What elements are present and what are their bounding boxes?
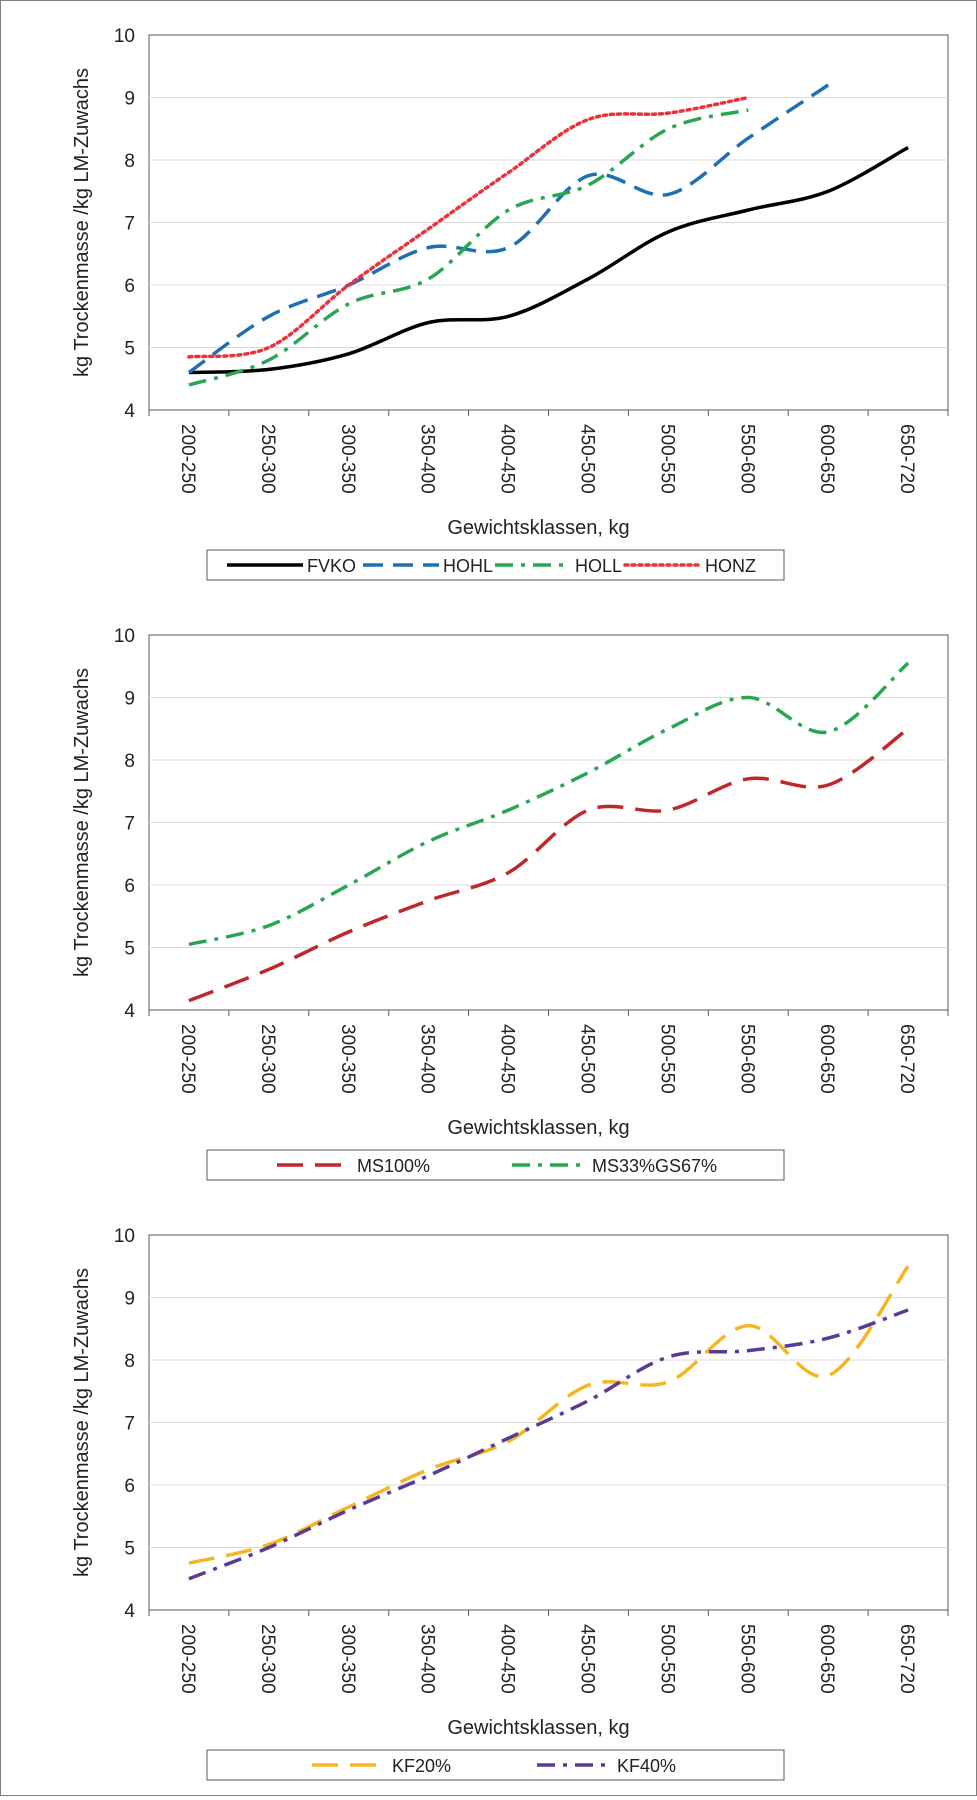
legend: MS100% MS33%GS67% bbox=[206, 1149, 785, 1181]
y-tick-label: 10 bbox=[114, 26, 135, 47]
legend-label: KF20% bbox=[392, 1756, 451, 1776]
y-tick-label: 6 bbox=[124, 1476, 135, 1497]
y-tick-label: 9 bbox=[124, 1289, 135, 1310]
x-tick-label: 550-600 bbox=[736, 1024, 757, 1094]
x-axis-title: Gewichtsklassen, kg bbox=[447, 517, 629, 539]
x-tick-label: 400-450 bbox=[497, 1024, 518, 1094]
series-line-honz bbox=[187, 95, 751, 359]
series-line-kf20- bbox=[188, 1265, 910, 1565]
x-tick-label: 400-450 bbox=[497, 424, 518, 494]
x-tick-label: 300-350 bbox=[337, 1024, 358, 1094]
x-tick-label: 350-400 bbox=[417, 424, 438, 494]
y-tick-label: 5 bbox=[124, 339, 135, 360]
x-axis-title: Gewichtsklassen, kg bbox=[447, 1117, 629, 1139]
series-line-hohl bbox=[187, 83, 830, 374]
x-tick-label: 350-400 bbox=[417, 1624, 438, 1694]
legend-label: MS100% bbox=[357, 1156, 430, 1176]
y-tick-label: 6 bbox=[124, 276, 135, 297]
chart-1: 4 5 6 7 8 9 10 200-250 250-300 300-350 350-400 400-… bbox=[71, 26, 949, 581]
legend-label: MS33%GS67% bbox=[592, 1156, 717, 1176]
x-tick-label: 500-550 bbox=[656, 1024, 677, 1094]
chart-2: 4 5 6 7 8 9 10 200-250 250-300 300-350 350-400 400-… bbox=[71, 626, 949, 1181]
x-tick-label: 450-500 bbox=[576, 424, 597, 494]
x-tick-label: 550-600 bbox=[736, 1624, 757, 1694]
y-tick-label: 10 bbox=[114, 1226, 135, 1247]
y-tick-label: 8 bbox=[124, 151, 135, 172]
y-tick-label: 7 bbox=[124, 1414, 135, 1435]
y-tick-label: 7 bbox=[124, 214, 135, 235]
legend: FVKO HOHL HOLL HONZ bbox=[206, 549, 785, 581]
x-tick-label: 500-550 bbox=[656, 1624, 677, 1694]
y-tick-label: 6 bbox=[124, 876, 135, 897]
y-tick-label: 7 bbox=[124, 814, 135, 835]
series-line-kf40- bbox=[188, 1308, 909, 1581]
legend-label: FVKO bbox=[307, 556, 356, 576]
x-tick-label: 200-250 bbox=[177, 1024, 198, 1094]
x-axis-title: Gewichtsklassen, kg bbox=[447, 1717, 629, 1739]
x-tick-label: 300-350 bbox=[337, 1624, 358, 1694]
x-tick-label: 600-650 bbox=[816, 1624, 837, 1694]
legend: KF20% KF40% bbox=[206, 1749, 785, 1781]
x-tick-label: 650-720 bbox=[896, 1624, 917, 1694]
x-tick-label: 400-450 bbox=[497, 1624, 518, 1694]
x-tick-label: 250-300 bbox=[257, 1024, 278, 1094]
y-tick-label: 4 bbox=[124, 401, 135, 422]
y-axis-title: kg Trockenmasse /kg LM-Zuwachs bbox=[71, 1268, 93, 1577]
x-tick-label: 350-400 bbox=[417, 1024, 438, 1094]
x-tick-label: 650-720 bbox=[896, 424, 917, 494]
y-tick-label: 4 bbox=[124, 1001, 135, 1022]
x-tick-label: 600-650 bbox=[816, 1024, 837, 1094]
y-tick-label: 8 bbox=[124, 751, 135, 772]
y-tick-label: 8 bbox=[124, 1351, 135, 1372]
y-axis-title: kg Trockenmasse /kg LM-Zuwachs bbox=[71, 68, 93, 377]
x-tick-label: 250-300 bbox=[257, 1624, 278, 1694]
x-tick-label: 300-350 bbox=[337, 424, 358, 494]
x-tick-label: 450-500 bbox=[576, 1024, 597, 1094]
series-line-fvko bbox=[188, 145, 909, 375]
x-tick-label: 500-550 bbox=[656, 424, 677, 494]
y-tick-label: 10 bbox=[114, 626, 135, 647]
series-line-ms100- bbox=[188, 727, 910, 1003]
y-tick-label: 9 bbox=[124, 689, 135, 710]
legend-box bbox=[206, 1749, 785, 1781]
x-tick-label: 600-650 bbox=[816, 424, 837, 494]
legend-label: HONZ bbox=[705, 556, 756, 576]
x-tick-label: 200-250 bbox=[177, 1624, 198, 1694]
y-tick-label: 4 bbox=[124, 1601, 135, 1622]
x-tick-label: 550-600 bbox=[736, 424, 757, 494]
y-tick-label: 9 bbox=[124, 89, 135, 110]
y-axis-title: kg Trockenmasse /kg LM-Zuwachs bbox=[71, 668, 93, 977]
y-tick-label: 5 bbox=[124, 1539, 135, 1560]
series-line-ms33-gs67- bbox=[188, 661, 910, 947]
x-tick-label: 250-300 bbox=[257, 424, 278, 494]
legend-label: KF40% bbox=[617, 1756, 676, 1776]
legend-label: HOHL bbox=[443, 556, 493, 576]
x-tick-label: 200-250 bbox=[177, 424, 198, 494]
x-tick-label: 450-500 bbox=[576, 1624, 597, 1694]
series-line-holl bbox=[188, 108, 749, 387]
y-tick-label: 5 bbox=[124, 939, 135, 960]
legend-label: HOLL bbox=[575, 556, 622, 576]
x-tick-label: 650-720 bbox=[896, 1024, 917, 1094]
chart-3: 4 5 6 7 8 9 10 200-250 250-300 300-350 350-400 400-… bbox=[71, 1226, 949, 1781]
legend-box bbox=[206, 1149, 785, 1181]
